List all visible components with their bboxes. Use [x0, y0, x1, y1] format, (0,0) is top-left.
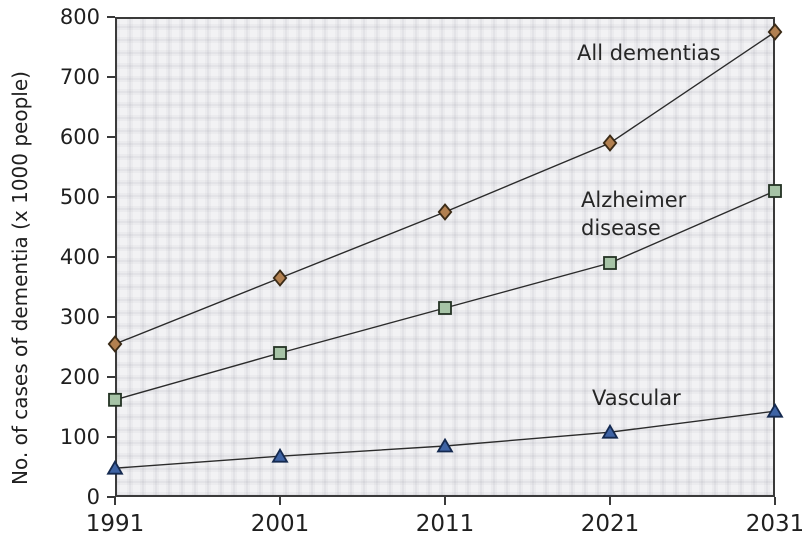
triangle-marker [271, 447, 289, 463]
series-label-all-dementias: All dementias [577, 41, 721, 65]
x-tick-label-2011: 2011 [415, 511, 475, 537]
square-marker [108, 392, 122, 407]
y-tick-mark-0 [107, 496, 115, 498]
x-tick-label-2001: 2001 [250, 511, 310, 537]
y-tick-label-400: 400 [59, 245, 100, 269]
triangle-marker [436, 437, 454, 453]
x-tick-label-1991: 1991 [85, 511, 145, 537]
diamond-marker [602, 134, 618, 152]
series-label-alzheimer-disease: Alzheimer disease [581, 188, 687, 241]
y-tick-mark-600 [107, 136, 115, 138]
diamond-marker [272, 269, 288, 287]
series-label-vascular: Vascular [592, 386, 681, 410]
x-tick-mark-2021 [609, 497, 611, 505]
diamond-marker [107, 335, 123, 353]
y-tick-label-0: 0 [86, 485, 100, 509]
triangle-marker [106, 459, 124, 475]
triangle-marker [766, 402, 784, 418]
y-tick-label-300: 300 [59, 305, 100, 329]
y-tick-label-700: 700 [59, 65, 100, 89]
y-tick-mark-500 [107, 196, 115, 198]
y-tick-mark-400 [107, 256, 115, 258]
y-tick-mark-100 [107, 436, 115, 438]
x-tick-mark-2011 [444, 497, 446, 505]
x-tick-mark-2001 [279, 497, 281, 505]
y-tick-label-600: 600 [59, 125, 100, 149]
y-tick-mark-200 [107, 376, 115, 378]
line-chart-canvas [106, 23, 784, 475]
x-tick-mark-1991 [114, 497, 116, 505]
square-marker [438, 301, 452, 315]
x-tick-label-2021: 2021 [580, 511, 640, 537]
square-marker [603, 256, 617, 270]
square-marker [768, 184, 782, 198]
y-tick-label-800: 800 [59, 5, 100, 29]
y-tick-label-500: 500 [59, 185, 100, 209]
y-tick-mark-800 [107, 16, 115, 18]
x-tick-label-2031: 2031 [745, 511, 802, 537]
y-tick-label-100: 100 [59, 425, 100, 449]
y-tick-mark-700 [107, 76, 115, 78]
y-tick-mark-300 [107, 316, 115, 318]
y-tick-label-200: 200 [59, 365, 100, 389]
plot-area [106, 17, 784, 497]
x-tick-mark-2031 [774, 497, 776, 505]
diamond-marker [437, 203, 453, 221]
square-marker [273, 346, 287, 360]
triangle-marker [601, 423, 619, 439]
diamond-marker [767, 23, 783, 41]
